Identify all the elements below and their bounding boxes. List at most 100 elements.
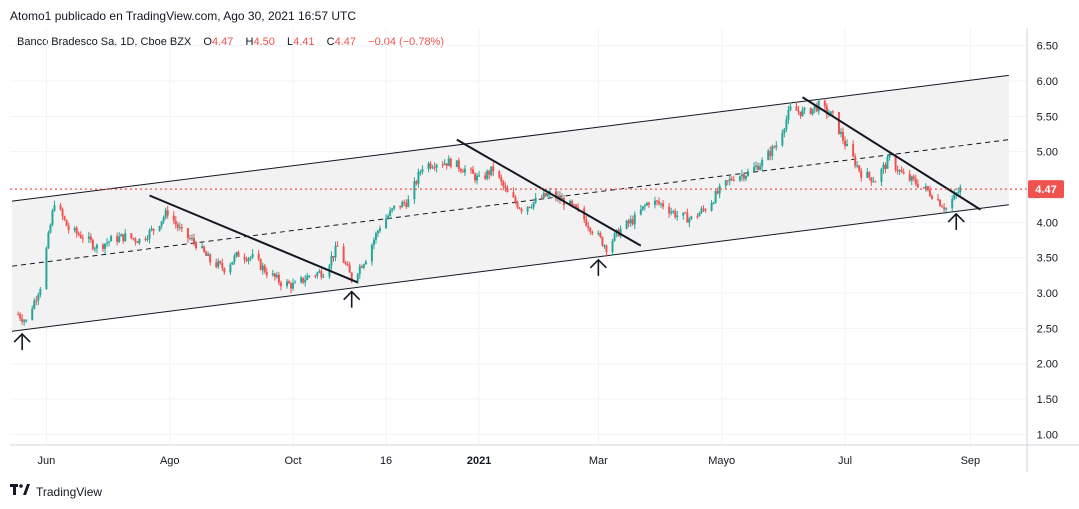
candle (785, 115, 788, 133)
candle (51, 208, 54, 227)
channel-upper-line[interactable] (11, 74, 1009, 202)
candle-body (611, 240, 614, 253)
candle (217, 258, 220, 269)
y-axis[interactable]: 6.506.005.505.004.504.003.503.002.502.00… (1037, 41, 1058, 442)
candle (130, 232, 133, 240)
channel-lower-line[interactable] (11, 204, 1009, 332)
candle-body (542, 193, 545, 199)
candle-body (261, 265, 264, 270)
candle-body (21, 318, 24, 322)
candle-body (461, 171, 464, 173)
candle-body (229, 264, 232, 273)
candle (346, 261, 349, 267)
candle-body (374, 233, 377, 240)
candle-body (405, 203, 408, 207)
candle (336, 241, 339, 247)
candle-body (277, 274, 280, 283)
candle (318, 268, 321, 274)
footer-brand[interactable]: TradingView (10, 484, 102, 499)
candle-body (344, 262, 347, 264)
candle (500, 174, 503, 186)
candle-body (953, 194, 956, 200)
candle-body (514, 197, 517, 203)
candle (690, 215, 693, 221)
candle-body (104, 243, 107, 249)
candle-body (643, 205, 646, 207)
candle-body (490, 166, 493, 175)
candle-body (732, 179, 735, 181)
candle-body (33, 300, 36, 309)
candle-body (379, 228, 382, 231)
candle-body (31, 308, 34, 320)
up-arrow-head (13, 332, 31, 343)
candle-body (672, 211, 675, 213)
candle (575, 203, 578, 208)
candle-body (25, 319, 28, 321)
candle-body (744, 175, 747, 179)
candle (263, 263, 266, 274)
symbol-name[interactable]: Banco Bradesco Sa, 1D, Cboe BZX (17, 36, 192, 48)
candle-body (257, 253, 260, 260)
candle (134, 237, 137, 246)
candle (728, 175, 731, 186)
candle-body (413, 181, 416, 200)
candle-body (419, 171, 422, 173)
candle-body (908, 173, 911, 181)
candle (469, 167, 472, 174)
candle-body (526, 206, 529, 212)
candle (647, 201, 650, 208)
candle-body (318, 271, 321, 273)
candle (585, 215, 588, 227)
candle (449, 157, 452, 169)
candle (490, 166, 493, 177)
candle (271, 270, 274, 277)
candle-body (587, 225, 590, 229)
candle-body (342, 246, 345, 263)
candle-body (896, 169, 899, 172)
y-tick-label: 5.50 (1037, 111, 1058, 123)
candle-body (846, 144, 849, 146)
candle-body (738, 176, 741, 181)
candle-body (627, 220, 630, 224)
arrows-layer (13, 212, 965, 351)
candle-body (332, 256, 335, 258)
candle (176, 221, 179, 232)
candle (844, 136, 847, 150)
trendlines-layer (149, 96, 982, 284)
candle-body (684, 212, 687, 214)
candle-body (172, 215, 175, 221)
candle (188, 234, 191, 241)
candle (304, 275, 307, 287)
candle-body (463, 168, 466, 173)
channel-median-line[interactable] (11, 139, 1009, 267)
candle-body (534, 197, 537, 203)
candle-body (854, 156, 857, 166)
candle (285, 278, 288, 289)
candle (429, 161, 432, 170)
x-axis[interactable]: Jun Ago Oct 16 2021 Mar Mayo Jul Sep (38, 455, 981, 467)
candle-body (504, 186, 507, 189)
candle-body (124, 233, 127, 242)
candle (455, 160, 458, 168)
candle (39, 286, 42, 298)
candle-body (571, 200, 574, 205)
candle-body (205, 251, 208, 256)
candle-body (91, 240, 94, 249)
candle-body (443, 163, 446, 165)
candle-body (728, 178, 731, 181)
candle-body (435, 164, 438, 168)
candle-body (829, 111, 832, 115)
candle (528, 206, 531, 209)
candle-body (718, 185, 721, 194)
candle (215, 258, 218, 269)
candle-body (136, 241, 139, 244)
candle (387, 213, 390, 220)
candle (898, 168, 901, 176)
candle (645, 201, 648, 207)
candle (605, 244, 608, 257)
candle-body (939, 199, 942, 207)
candle (924, 183, 927, 192)
candle-body (164, 210, 167, 218)
candle (831, 110, 834, 116)
